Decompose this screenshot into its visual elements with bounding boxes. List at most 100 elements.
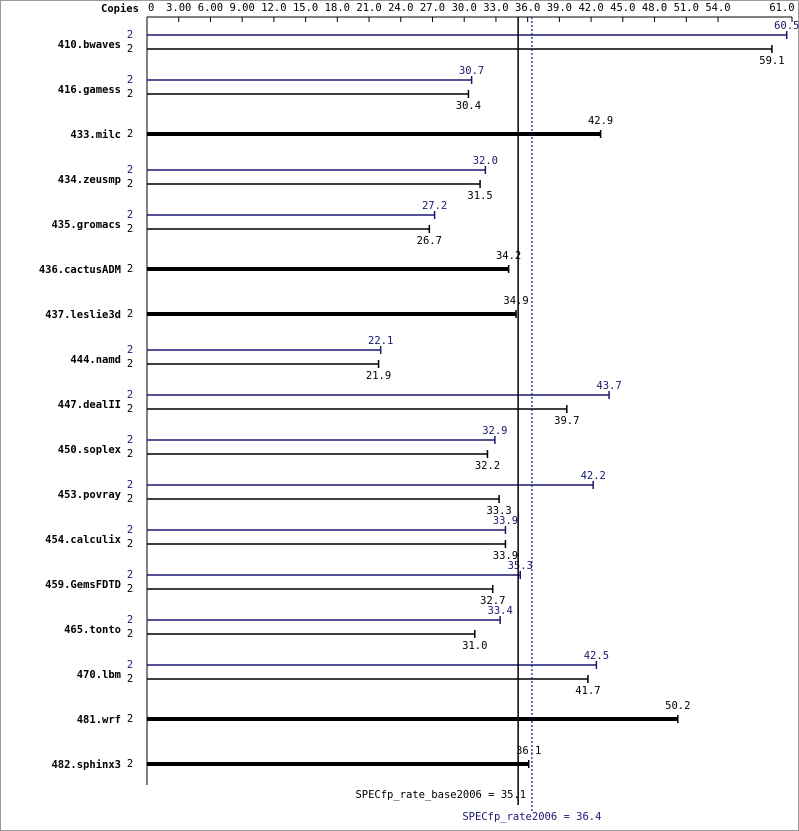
copies: 2 [127, 628, 133, 640]
x-tick-label: 9.00 [230, 2, 255, 14]
benchmark-name: 437.leslie3d [45, 309, 121, 321]
copies: 2 [127, 223, 133, 235]
value-label: 34.2 [496, 250, 521, 262]
value-label: 32.9 [482, 425, 507, 437]
x-tick-label: 15.0 [293, 2, 318, 14]
value-label: 30.4 [456, 100, 481, 112]
value-label: 32.2 [475, 460, 500, 472]
value-label: 26.7 [417, 235, 442, 247]
copies: 2 [127, 479, 133, 491]
x-tick-label: 48.0 [642, 2, 667, 14]
value-label: 42.2 [581, 470, 606, 482]
x-tick-label: 54.0 [705, 2, 730, 14]
benchmark-name: 482.sphinx3 [51, 759, 121, 771]
x-tick-label: 27.0 [420, 2, 445, 14]
x-tick-label: 51.0 [674, 2, 699, 14]
copies: 2 [127, 659, 133, 671]
value-label: 42.5 [584, 650, 609, 662]
benchmark-name: 433.milc [70, 129, 121, 141]
copies: 2 [127, 569, 133, 581]
value-label: 32.0 [473, 155, 498, 167]
copies: 2 [127, 538, 133, 550]
value-label: 43.7 [596, 380, 621, 392]
copies: 2 [127, 263, 133, 275]
benchmark-name: 450.soplex [58, 444, 122, 456]
copies: 2 [127, 164, 133, 176]
value-label: 31.0 [462, 640, 487, 652]
copies: 2 [127, 43, 133, 55]
value-label: 33.9 [493, 550, 518, 562]
benchmark-name: 470.lbm [77, 669, 121, 681]
copies: 2 [127, 493, 133, 505]
value-label: 60.5 [774, 20, 799, 32]
copies: 2 [127, 713, 133, 725]
copies: 2 [127, 673, 133, 685]
value-label: 39.7 [554, 415, 579, 427]
benchmark-name: 436.cactusADM [39, 264, 121, 276]
value-label: 33.3 [486, 505, 511, 517]
value-label: 35.3 [508, 560, 533, 572]
value-label: 32.7 [480, 595, 505, 607]
x-tick-label: 30.0 [452, 2, 477, 14]
benchmark-name: 416.gamess [58, 84, 121, 96]
x-tick-label: 3.00 [166, 2, 191, 14]
x-tick-label: 18.0 [325, 2, 350, 14]
x-tick-label: 42.0 [578, 2, 603, 14]
copies: 2 [127, 178, 133, 190]
benchmark-name: 444.namd [70, 354, 121, 366]
copies: 2 [127, 583, 133, 595]
copies: 2 [127, 389, 133, 401]
x-tick-label: 24.0 [388, 2, 413, 14]
x-tick-label: 45.0 [610, 2, 635, 14]
value-label: 22.1 [368, 335, 393, 347]
x-tick-label: 61.0 [769, 2, 794, 14]
benchmark-name: 465.tonto [64, 624, 121, 636]
value-label: 36.1 [516, 745, 541, 757]
benchmark-name: 410.bwaves [58, 39, 121, 51]
copies: 2 [127, 344, 133, 356]
x-tick-label: 36.0 [515, 2, 540, 14]
copies: 2 [127, 88, 133, 100]
copies: 2 [127, 74, 133, 86]
copies: 2 [127, 128, 133, 140]
x-tick-label: 6.00 [198, 2, 223, 14]
value-label: 33.4 [488, 605, 513, 617]
value-label: 59.1 [759, 55, 784, 67]
value-label: 31.5 [467, 190, 492, 202]
x-tick-label: 21.0 [356, 2, 381, 14]
copies: 2 [127, 758, 133, 770]
x-tick-label: 33.0 [483, 2, 508, 14]
copies: 2 [127, 448, 133, 460]
copies: 2 [127, 29, 133, 41]
copies: 2 [127, 358, 133, 370]
benchmark-name: 435.gromacs [51, 219, 121, 231]
x-tick-label: 0 [148, 2, 154, 14]
benchmark-name: 447.dealII [58, 399, 121, 411]
value-label: 41.7 [575, 685, 600, 697]
value-label: 50.2 [665, 700, 690, 712]
benchmark-name: 454.calculix [45, 534, 122, 546]
copies: 2 [127, 403, 133, 415]
benchmark-name: 459.GemsFDTD [45, 579, 121, 591]
value-label: 42.9 [588, 115, 613, 127]
copies-header: Copies [101, 3, 139, 15]
value-label: 27.2 [422, 200, 447, 212]
copies: 2 [127, 614, 133, 626]
copies: 2 [127, 209, 133, 221]
reference-label: SPECfp_rate_base2006 = 35.1 [355, 789, 526, 801]
x-tick-label: 12.0 [261, 2, 286, 14]
benchmark-name: 481.wrf [77, 714, 121, 726]
value-label: 30.7 [459, 65, 484, 77]
copies: 2 [127, 434, 133, 446]
copies: 2 [127, 308, 133, 320]
x-tick-label: 39.0 [547, 2, 572, 14]
benchmark-name: 434.zeusmp [58, 174, 121, 186]
value-label: 33.9 [493, 515, 518, 527]
value-label: 21.9 [366, 370, 391, 382]
value-label: 34.9 [503, 295, 528, 307]
copies: 2 [127, 524, 133, 536]
benchmark-name: 453.povray [58, 489, 122, 501]
